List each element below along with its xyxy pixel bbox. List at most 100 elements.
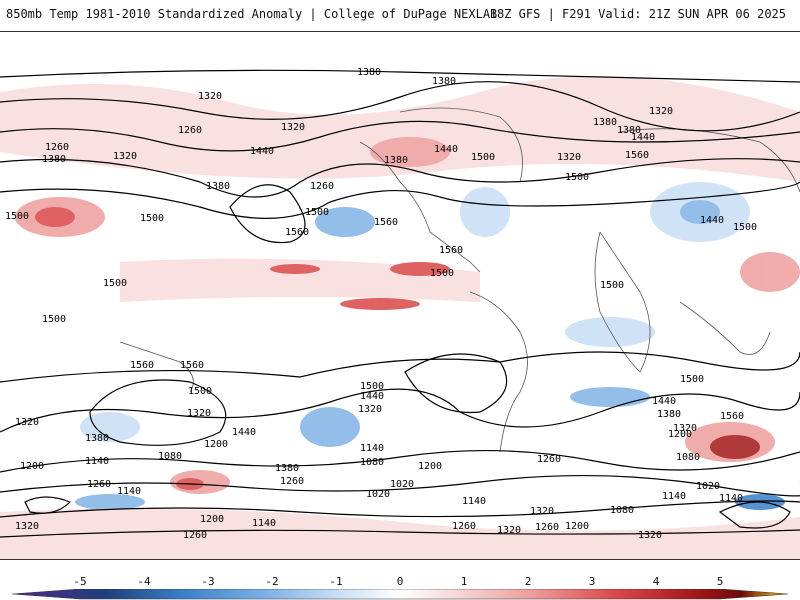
contour-label: 1260 (178, 125, 202, 136)
contour-label: 1380 (593, 117, 617, 128)
contour-label: 1500 (188, 386, 212, 397)
contour-label: 1440 (631, 132, 655, 143)
contour-label: 1560 (439, 245, 463, 256)
contour-label: 1200 (668, 429, 692, 440)
contour-label: 1560 (285, 227, 309, 238)
height-contours (0, 69, 800, 538)
contour-label: 1440 (434, 144, 458, 155)
contour-label: 1080 (676, 452, 700, 463)
contour-label: 1380 (657, 409, 681, 420)
anomaly-shading (0, 76, 800, 559)
contour-label: 1500 (600, 280, 624, 291)
contour-label: 1260 (310, 181, 334, 192)
contour-label: 1440 (250, 146, 274, 157)
colorbar-tick-label: 3 (588, 575, 596, 588)
contour-label: 1140 (85, 456, 109, 467)
contour-label: 1260 (87, 479, 111, 490)
contour-label: 1320 (15, 521, 39, 532)
contour-label: 1320 (530, 506, 554, 517)
contour-label: 1560 (130, 360, 154, 371)
contour-label: 1500 (140, 213, 164, 224)
contour-label: 1320 (113, 151, 137, 162)
contour-label: 1320 (649, 106, 673, 117)
contour-label: 1560 (180, 360, 204, 371)
contour-label: 1500 (430, 268, 454, 279)
contour-label: 1140 (462, 496, 486, 507)
contour-label: 1380 (206, 181, 230, 192)
contour-label: 1500 (733, 222, 757, 233)
contour-label: 1320 (187, 408, 211, 419)
contour-label: 1380 (85, 433, 109, 444)
contour-label: 1500 (305, 207, 329, 218)
contour-label: 1140 (719, 493, 743, 504)
contour-label: 1500 (42, 314, 66, 325)
contour-label: 1320 (198, 91, 222, 102)
contour-label: 1320 (673, 423, 697, 434)
contour-label: 1260 (280, 476, 304, 487)
contour-label: 1200 (204, 439, 228, 450)
contour-label: 1200 (20, 461, 44, 472)
colorbar-tick-label: -1 (329, 575, 343, 588)
contour-label: 1020 (366, 489, 390, 500)
contour-label: 1500 (680, 374, 704, 385)
contour-label: 1380 (432, 76, 456, 87)
contour-label: 1200 (418, 461, 442, 472)
contour-label: 1440 (360, 391, 384, 402)
contour-label: 1080 (158, 451, 182, 462)
contour-label: 1320 (497, 525, 521, 536)
contour-label: 1320 (15, 417, 39, 428)
contour-label: 1140 (117, 486, 141, 497)
contour-label: 1500 (360, 381, 384, 392)
contour-label: 1320 (358, 404, 382, 415)
contour-label: 1380 (384, 155, 408, 166)
colorbar-tick-label: -2 (265, 575, 279, 588)
contour-label: 1140 (662, 491, 686, 502)
header: 850mb Temp 1981-2010 Standardized Anomal… (0, 0, 800, 30)
contour-label: 1320 (557, 152, 581, 163)
contour-label: 1260 (452, 521, 476, 532)
contour-label: 1500 (565, 172, 589, 183)
map-panel: 1380 1320 1260 1380 1320 1260 1380 1440 … (0, 31, 800, 560)
contour-label: 1080 (360, 457, 384, 468)
contour-label: 1080 (610, 505, 634, 516)
colorbar-gradient (11, 589, 789, 600)
contour-label: 1260 (45, 142, 69, 153)
contour-label: 1020 (696, 481, 720, 492)
colorbar-tick-label: -5 (73, 575, 87, 588)
contour-labels: 1380 1320 1260 1380 1320 1260 1380 1440 … (5, 67, 757, 541)
contour-label: 1200 (565, 521, 589, 532)
contour-label: 1260 (183, 530, 207, 541)
contour-label: 1380 (275, 463, 299, 474)
anomaly-colorbar: -5 -4 -3 -2 -1 0 1 2 3 4 5 (0, 575, 800, 600)
colorbar-tick-label: 1 (460, 575, 468, 588)
colorbar-tick-label: 0 (396, 575, 404, 588)
contour-label: 1560 (374, 217, 398, 228)
contour-label: 1260 (535, 522, 559, 533)
contour-label: 1500 (471, 152, 495, 163)
colorbar-tick-label: -3 (201, 575, 215, 588)
model-run-info: 18Z GFS | F291 Valid: 21Z SUN APR 06 202… (489, 7, 786, 21)
colorbar-tick-label: 4 (652, 575, 660, 588)
contour-label: 1020 (390, 479, 414, 490)
contour-label: 1320 (281, 122, 305, 133)
contour-label: 1380 (42, 154, 66, 165)
contour-label: 1500 (103, 278, 127, 289)
contour-label: 1440 (232, 427, 256, 438)
contour-label: 1440 (652, 396, 676, 407)
contour-label: 1500 (5, 211, 29, 222)
contour-label: 1380 (357, 67, 381, 78)
contour-label: 1200 (200, 514, 224, 525)
colorbar-tick-label: 2 (524, 575, 532, 588)
contour-label: 1560 (720, 411, 744, 422)
contour-label: 1320 (638, 530, 662, 541)
contour-label: 1440 (700, 215, 724, 226)
colorbar-tick-label: 5 (716, 575, 724, 588)
contour-label: 1380 (617, 125, 641, 136)
contour-label: 1560 (625, 150, 649, 161)
contour-label: 1140 (360, 443, 384, 454)
anomaly-map: 1380 1320 1260 1380 1320 1260 1380 1440 … (0, 67, 800, 559)
map-title: 850mb Temp 1981-2010 Standardized Anomal… (6, 7, 498, 21)
colorbar-tick-label: -4 (137, 575, 151, 588)
contour-label: 1140 (252, 518, 276, 529)
contour-label: 1260 (537, 454, 561, 465)
